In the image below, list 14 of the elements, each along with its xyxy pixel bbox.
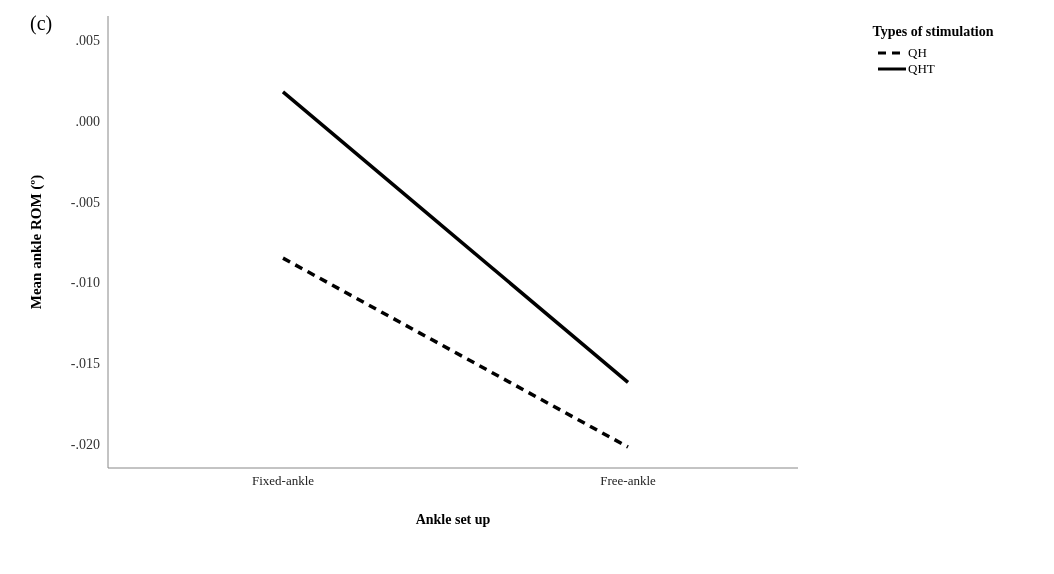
x-tick-label: Fixed-ankle <box>251 473 315 489</box>
x-axis-title: Ankle set up <box>415 512 491 527</box>
legend-title: Types of stimulation <box>871 24 995 39</box>
y-axis-title: Mean ankle ROM (º) <box>28 174 46 310</box>
legend-label: QHT <box>908 61 935 77</box>
y-tick-label: -.010 <box>70 275 100 291</box>
y-tick-label: .005 <box>75 33 100 49</box>
y-tick-label: -.015 <box>70 356 100 372</box>
chart-title: (c) <box>30 12 53 35</box>
legend-label: QH <box>908 45 927 61</box>
y-tick-label: -.005 <box>70 194 100 210</box>
y-tick-label: -.020 <box>70 436 100 452</box>
y-tick-label: .000 <box>75 113 100 129</box>
x-tick-label: Free-ankle <box>600 473 657 489</box>
